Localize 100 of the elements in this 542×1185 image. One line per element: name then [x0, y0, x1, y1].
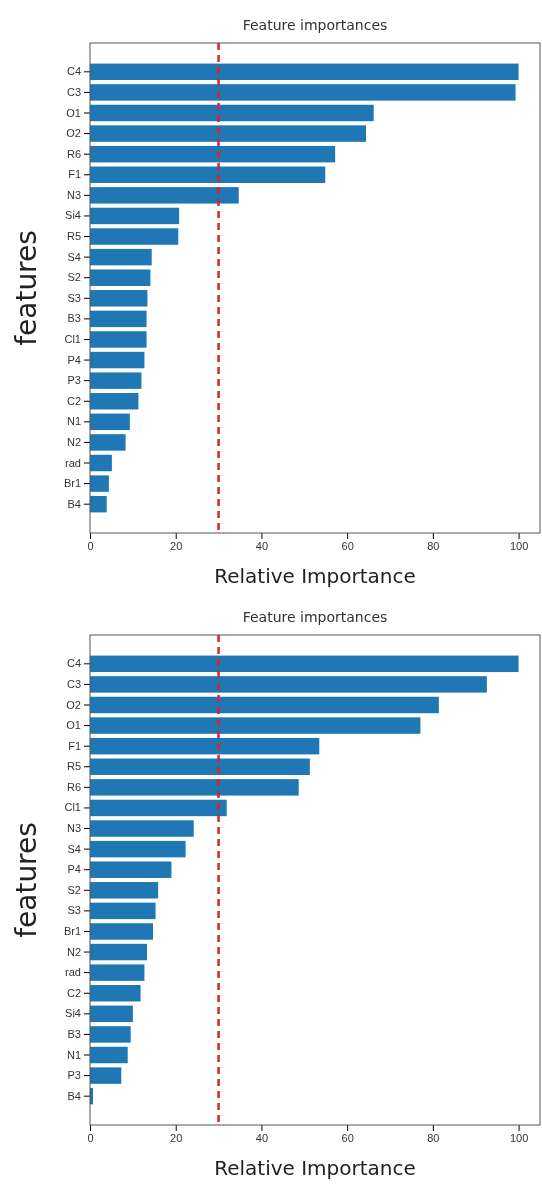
y-tick-label: P3	[67, 1069, 81, 1082]
bar	[90, 495, 107, 513]
y-tick-label: rad	[65, 456, 81, 469]
y-tick-label: Si4	[65, 209, 81, 222]
bar	[90, 351, 145, 369]
x-tick-label: 100	[509, 1131, 529, 1144]
bar	[90, 820, 194, 837]
x-tick-label: 0	[87, 539, 94, 552]
y-tick-label: R5	[66, 230, 81, 243]
y-tick-label: F1	[68, 168, 81, 181]
bar	[90, 1046, 128, 1064]
bar	[90, 248, 152, 266]
y-tick-label: B4	[67, 497, 81, 510]
bar	[90, 187, 239, 204]
bar	[90, 207, 180, 225]
y-tick-label: R6	[66, 147, 81, 160]
bar	[90, 882, 159, 899]
y-tick-label: Cl1	[64, 332, 81, 345]
bar	[90, 902, 156, 920]
x-tick-label: 20	[170, 1131, 183, 1144]
y-tick-label: Cl1	[64, 801, 81, 814]
y-tick-label: P4	[67, 863, 81, 876]
y-tick-label: C2	[66, 986, 81, 999]
y-tick-label: R6	[66, 780, 81, 793]
bar	[90, 393, 139, 410]
x-tick-label: 80	[427, 539, 440, 552]
y-tick-label: O2	[66, 698, 81, 711]
bar	[90, 475, 109, 492]
bar	[90, 454, 112, 472]
y-tick-label: N3	[66, 188, 81, 201]
bar	[90, 1067, 122, 1084]
y-tick-label: B3	[67, 312, 81, 325]
bar	[90, 145, 336, 163]
bar	[90, 717, 421, 734]
y-tick-label: N3	[66, 822, 81, 835]
y-tick-label: C3	[66, 677, 81, 690]
y-tick-label: O1	[66, 106, 81, 119]
y-tick-label: Si4	[65, 1007, 81, 1020]
y-tick-label: rad	[65, 966, 81, 979]
bar	[90, 125, 366, 142]
bar	[90, 840, 186, 858]
y-tick-label: P4	[67, 353, 81, 366]
bar	[90, 372, 142, 389]
y-tick-label: B4	[67, 1089, 81, 1102]
bar	[90, 985, 141, 1002]
x-tick-label: 60	[341, 1131, 354, 1144]
x-axis-title: Relative Importance	[214, 1156, 416, 1180]
y-tick-label: C2	[66, 394, 81, 407]
y-tick-label: N2	[66, 435, 81, 448]
bar	[90, 434, 126, 451]
bar	[90, 676, 487, 693]
y-tick-label: O2	[66, 127, 81, 140]
bar	[90, 1005, 133, 1023]
bar	[90, 758, 310, 775]
y-tick-label: S2	[67, 883, 81, 896]
y-axis-title: features	[10, 230, 43, 346]
bar	[90, 290, 148, 307]
bar	[90, 799, 227, 817]
y-tick-label: S4	[67, 842, 81, 855]
bar	[90, 63, 519, 81]
bar	[90, 104, 374, 122]
bar	[90, 1026, 131, 1043]
bar	[90, 166, 326, 183]
bar	[90, 84, 516, 101]
x-tick-label: 60	[341, 539, 354, 552]
y-tick-label: C4	[66, 65, 81, 78]
x-tick-label: 40	[255, 539, 269, 552]
bar	[90, 861, 172, 878]
x-axis-title: Relative Importance	[214, 564, 416, 588]
y-tick-label: B3	[67, 1027, 81, 1040]
y-tick-label: N1	[66, 1048, 81, 1061]
bar	[90, 269, 151, 286]
bar	[90, 310, 147, 328]
y-tick-label: Br1	[63, 924, 81, 937]
bar	[90, 964, 145, 981]
x-tick-label: 40	[255, 1131, 269, 1144]
bar	[90, 228, 179, 245]
chart-title: Feature importances	[242, 609, 388, 625]
bar	[90, 779, 299, 796]
y-tick-label: S3	[67, 904, 81, 917]
bar	[90, 696, 439, 714]
y-tick-label: S3	[67, 291, 81, 304]
bar	[90, 943, 147, 961]
y-tick-label: S4	[67, 250, 81, 263]
y-tick-label: P3	[67, 374, 81, 387]
y-tick-label: C4	[66, 657, 81, 670]
bar	[90, 413, 130, 431]
x-tick-label: 0	[87, 1131, 94, 1144]
x-tick-label: 100	[509, 539, 529, 552]
y-tick-label: O1	[66, 719, 81, 732]
bar	[90, 331, 147, 348]
y-tick-label: N1	[66, 415, 81, 428]
y-tick-label: S2	[67, 271, 81, 284]
bar	[90, 655, 519, 673]
chart-title: Feature importances	[242, 17, 388, 33]
y-tick-label: R5	[66, 760, 81, 773]
y-tick-label: C3	[66, 85, 81, 98]
y-tick-label: F1	[68, 739, 81, 752]
x-tick-label: 20	[170, 539, 183, 552]
x-tick-label: 80	[427, 1131, 440, 1144]
